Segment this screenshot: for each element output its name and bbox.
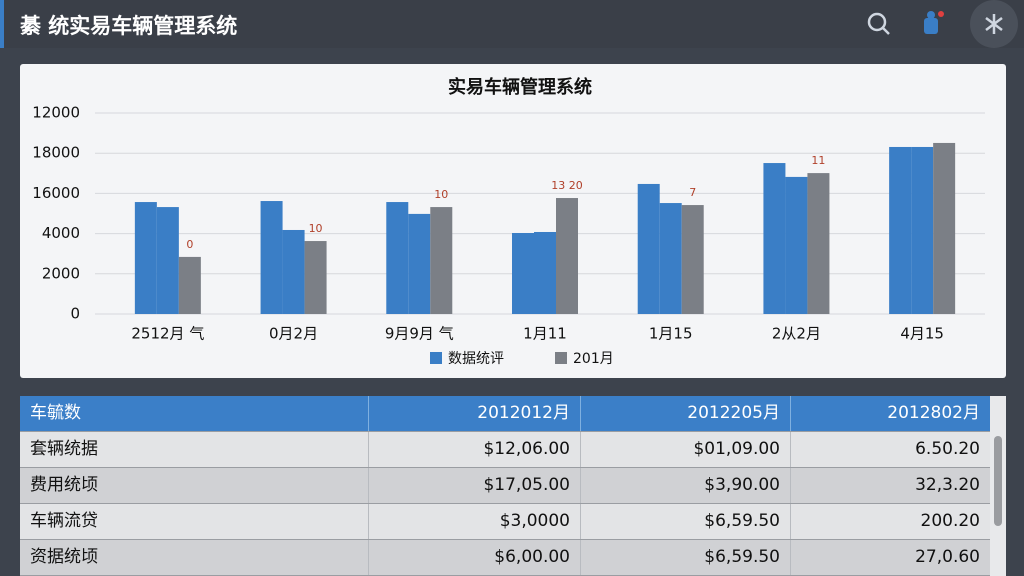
x-tick-label: 4月15 — [900, 325, 944, 343]
table-cell: $17,05.00 — [368, 468, 580, 503]
bar — [534, 231, 556, 314]
y-tick-label: 16000 — [32, 184, 80, 202]
y-tick-label: 0 — [70, 305, 80, 323]
table-cell: 套辆统据 — [30, 439, 98, 459]
header: 綦 统实易车辆管理系统 — [0, 0, 1024, 48]
bar — [304, 241, 327, 314]
bar-annotation: 0 — [186, 238, 193, 251]
y-tick-label: 12000 — [32, 104, 80, 122]
bar — [556, 198, 578, 314]
bar — [386, 202, 409, 314]
bar — [282, 229, 305, 314]
bar — [889, 146, 912, 314]
bar — [178, 256, 201, 314]
data-table: 车毓数 2012012月 2012205月 2012802月套辆统据 $12,06.00… — [20, 396, 990, 576]
bar — [156, 207, 179, 314]
chart: 实易车辆管理系统 0 2000 4000 16000 18000 12000 2512月 气… — [32, 76, 985, 367]
table-cell: 费用统顷 — [30, 475, 98, 495]
bar — [807, 173, 830, 314]
bar-annotation: 11 — [811, 154, 825, 167]
bar — [763, 163, 786, 314]
table-row: 车毓数 2012012月 2012205月 2012802月 — [20, 396, 990, 432]
legend-label: 201月 — [573, 351, 614, 367]
bar — [512, 232, 534, 314]
scrollbar[interactable] — [990, 396, 1006, 576]
table-cell: 200.20 — [790, 504, 990, 539]
table-row: 费用统顷 $17,05.00 $3,90.00 32,3.20 — [20, 468, 990, 504]
chart-title: 实易车辆管理系统 — [448, 76, 592, 98]
bar — [681, 205, 704, 314]
table-row: 套辆统据 $12,06.00 $01,09.00 6.50.20 — [20, 432, 990, 468]
bar — [408, 213, 431, 314]
search-icon[interactable] — [867, 12, 890, 35]
bar-annotation: 13 20 — [551, 179, 583, 192]
bar — [933, 142, 956, 314]
header-icons — [867, 0, 1018, 48]
bar — [134, 202, 157, 314]
table-row: 车辆流贷 $3,0000 $6,59.50 200.20 — [20, 504, 990, 540]
bar — [260, 201, 283, 314]
bar — [659, 203, 682, 314]
column-header: 2012205月 — [580, 396, 790, 431]
y-tick-label: 18000 — [32, 144, 80, 162]
scroll-thumb[interactable] — [994, 436, 1002, 526]
bar-annotation: 10 — [434, 188, 448, 201]
bar — [430, 207, 453, 314]
table-cell: $6,59.50 — [580, 504, 790, 539]
x-tick-label: 0月2月 — [269, 325, 318, 343]
app-title: 綦 统实易车辆管理系统 — [20, 14, 238, 38]
table-cell: 车辆流贷 — [30, 511, 98, 531]
table-cell: 资据统顷 — [30, 547, 98, 567]
table-cell: $6,59.50 — [580, 540, 790, 575]
legend-label: 数据统评 — [448, 351, 504, 367]
user-icon[interactable] — [924, 11, 944, 34]
column-header: 2012802月 — [790, 396, 990, 431]
column-header: 2012012月 — [368, 396, 580, 431]
bar — [911, 146, 934, 314]
x-tick-label: 2从2月 — [772, 325, 821, 343]
table-cell: $01,09.00 — [580, 432, 790, 467]
x-tick-label: 1月15 — [649, 325, 693, 343]
settings-button[interactable] — [970, 0, 1018, 48]
column-header: 车毓数 — [30, 403, 81, 423]
table-cell: 6.50.20 — [790, 432, 990, 467]
x-tick-label: 9月9月 气 — [385, 325, 454, 343]
table-cell: $12,06.00 — [368, 432, 580, 467]
legend-swatch — [430, 352, 442, 364]
table-cell: 27,0.60 — [790, 540, 990, 575]
bar — [637, 183, 660, 314]
table-cell: $3,90.00 — [580, 468, 790, 503]
y-tick-label: 4000 — [42, 224, 80, 242]
table-cell: $3,0000 — [368, 504, 580, 539]
bar-annotation: 10 — [309, 222, 323, 235]
legend-swatch — [555, 352, 567, 364]
table-cell: 32,3.20 — [790, 468, 990, 503]
table-cell: $6,00.00 — [368, 540, 580, 575]
bar — [785, 176, 808, 314]
table-row: 资据统顷 $6,00.00 $6,59.50 27,0.60 — [20, 540, 990, 576]
bar-annotation: 7 — [689, 186, 696, 199]
chart-panel: 实易车辆管理系统 0 2000 4000 16000 18000 12000 2512月 气… — [20, 64, 1006, 378]
x-tick-label: 2512月 气 — [131, 325, 204, 343]
x-tick-label: 1月11 — [523, 325, 567, 343]
y-tick-label: 2000 — [42, 264, 80, 282]
